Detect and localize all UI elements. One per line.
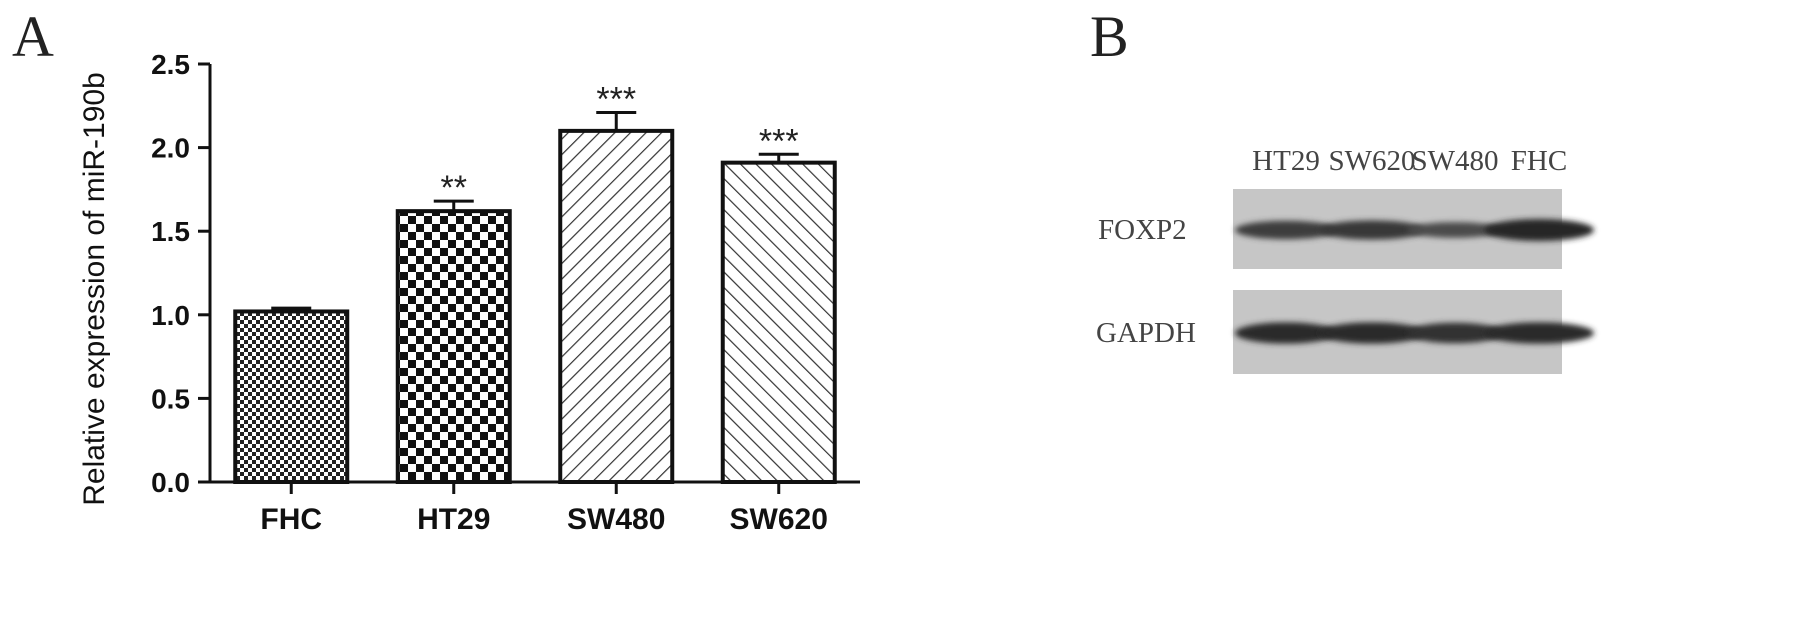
y-axis: 0.0 0.5 1.0 1.5 2.0 2.5 [151, 49, 212, 498]
bars: ******** [233, 80, 837, 485]
protein-label-foxp2: FOXP2 [1098, 214, 1187, 246]
bar-fhc [233, 309, 350, 484]
significance-ht29: ** [441, 169, 467, 207]
blot-row-foxp2: FOXP2 [1098, 189, 1594, 269]
panel-a-letter: A [12, 4, 54, 69]
y-tick-label: 0.0 [151, 467, 190, 498]
bar-sw620 [720, 160, 837, 484]
bar-ht29 [395, 209, 512, 485]
y-axis-title: Relative expression of miR-190b [78, 72, 111, 506]
y-tick-label: 2.5 [151, 49, 190, 80]
protein-label-gapdh: GAPDH [1096, 317, 1196, 349]
y-tick-label: 2.0 [151, 133, 190, 164]
band-gapdh-ht29 [1235, 322, 1337, 344]
blot-row-gapdh: GAPDH [1096, 290, 1594, 374]
lane-label-fhc: FHC [1511, 145, 1567, 177]
lane-label-sw620: SW620 [1329, 145, 1416, 177]
lane-label-sw480: SW480 [1412, 145, 1499, 177]
band-gapdh-sw480 [1407, 322, 1503, 344]
band-gapdh-fhc [1484, 322, 1594, 344]
lane-label-ht29: HT29 [1252, 145, 1320, 177]
bar-chart: 0.00.51.01.52.02.5 ******** FHC HT29 SW480… [78, 49, 860, 536]
band-foxp2-sw480 [1407, 222, 1503, 238]
x-tick-label: HT29 [417, 503, 490, 536]
y-tick-label: 0.5 [151, 383, 190, 414]
band-gapdh-sw620 [1319, 322, 1425, 344]
significance-sw480: *** [596, 80, 636, 118]
y-tick-label: 1.5 [151, 216, 190, 247]
bar-sw480 [558, 128, 675, 484]
significance-sw620: *** [759, 122, 799, 160]
band-foxp2-sw620 [1319, 220, 1425, 240]
category-labels: FHC HT29 SW480 SW620 [260, 482, 828, 536]
x-tick-label: SW480 [567, 503, 665, 536]
x-tick-label: FHC [260, 503, 322, 536]
band-foxp2-ht29 [1235, 220, 1337, 240]
panel-b-letter: B [1090, 4, 1129, 69]
y-tick-label: 1.0 [151, 300, 190, 331]
band-foxp2-fhc [1484, 219, 1594, 241]
x-tick-label: SW620 [730, 503, 828, 536]
